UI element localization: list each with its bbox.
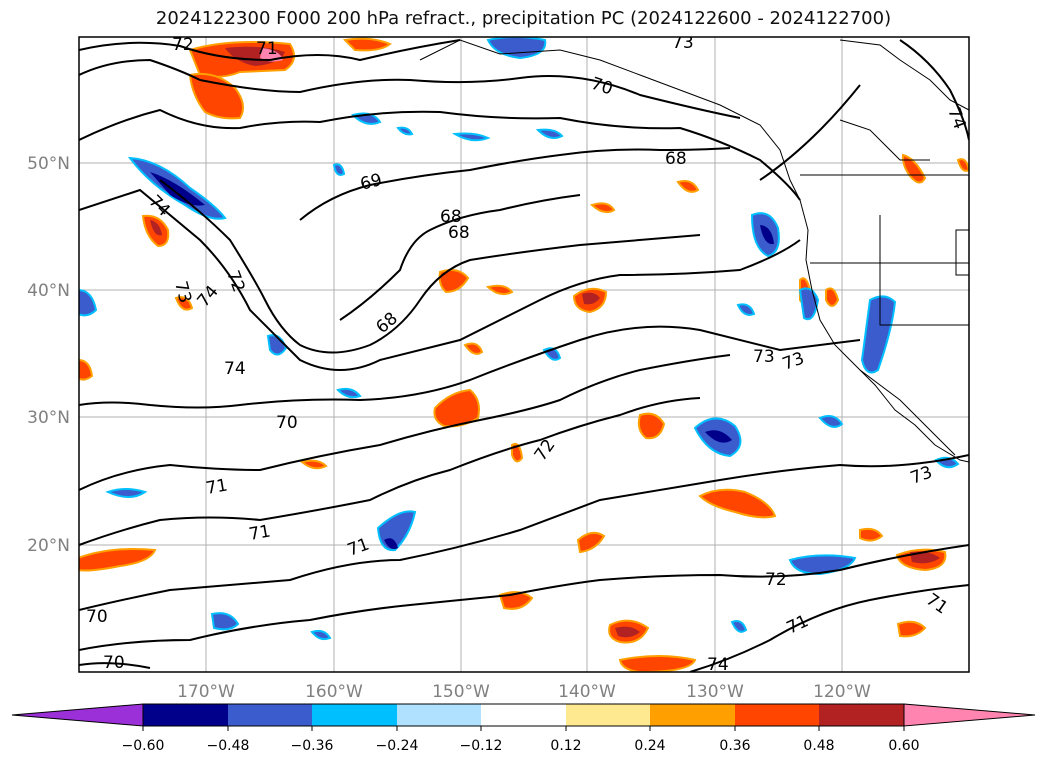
- precip-negative-patches: [79, 37, 960, 641]
- map-border: [78, 36, 970, 673]
- contour-label: 74: [224, 359, 246, 379]
- colorbar-tick: −0.12: [460, 738, 503, 754]
- contour-lines: [79, 39, 969, 672]
- longitude-labels: 170°W 160°W 150°W 140°W 130°W 120°W: [177, 682, 871, 702]
- contour-label: 68: [440, 207, 462, 227]
- lat-label-20n: 20°N: [27, 536, 70, 556]
- colorbar-segment: [143, 704, 228, 726]
- lon-label-170w: 170°W: [177, 682, 235, 702]
- colorbar-tick: −0.24: [376, 738, 419, 754]
- coastlines: [419, 39, 969, 463]
- contour-label: 71: [204, 475, 229, 498]
- graticule: [79, 37, 969, 672]
- colorbar-segment: [819, 704, 904, 726]
- lat-label-40n: 40°N: [27, 281, 70, 301]
- contour-label: 70: [103, 653, 125, 673]
- lon-label-130w: 130°W: [686, 682, 744, 702]
- colorbar-segment: [566, 704, 650, 726]
- contour-label: 74: [707, 655, 729, 675]
- contour-label: 71: [256, 39, 278, 59]
- contour-label: 72: [172, 35, 194, 55]
- lat-label-50n: 50°N: [27, 154, 70, 174]
- colorbar-tick: 0.48: [803, 738, 834, 754]
- latitude-labels: 50°N 40°N 30°N 20°N: [27, 154, 70, 556]
- colorbar-tick: 0.60: [888, 738, 919, 754]
- colorbar-tick: 0.36: [719, 738, 750, 754]
- colorbar-tick: −0.36: [291, 738, 334, 754]
- lat-label-30n: 30°N: [27, 408, 70, 428]
- lon-label-160w: 160°W: [305, 682, 363, 702]
- lon-label-150w: 150°W: [432, 682, 490, 702]
- contour-label: 70: [276, 413, 298, 433]
- colorbar-extend-low: [11, 703, 144, 727]
- map-title: 2024122300 F000 200 hPa refract., precip…: [155, 8, 892, 29]
- colorbar-tick: 0.12: [550, 738, 581, 754]
- colorbar-segment: [312, 704, 397, 726]
- contour-label: 68: [665, 149, 687, 169]
- lon-label-140w: 140°W: [558, 682, 616, 702]
- colorbar-extend-high: [903, 703, 1036, 727]
- colorbar-segment: [735, 704, 819, 726]
- colorbar: −0.60 −0.48 −0.36 −0.24 −0.12 0.12 0.24 …: [11, 703, 1036, 754]
- map-plot-area: [79, 37, 969, 672]
- colorbar-tick: −0.60: [122, 738, 165, 754]
- contour-label: 73: [753, 347, 775, 367]
- contour-label: 73: [672, 33, 694, 53]
- contour-label: 70: [86, 607, 108, 627]
- lon-label-120w: 120°W: [813, 682, 871, 702]
- contour-label: 71: [247, 521, 272, 544]
- contour-label: 72: [765, 570, 787, 590]
- colorbar-segment: [397, 704, 481, 726]
- colorbar-tick: 0.24: [634, 738, 665, 754]
- contour-label: 68: [448, 223, 470, 243]
- colorbar-segment: [650, 704, 735, 726]
- colorbar-segment: [228, 704, 312, 726]
- colorbar-segment: [481, 704, 566, 726]
- colorbar-tick: −0.48: [207, 738, 250, 754]
